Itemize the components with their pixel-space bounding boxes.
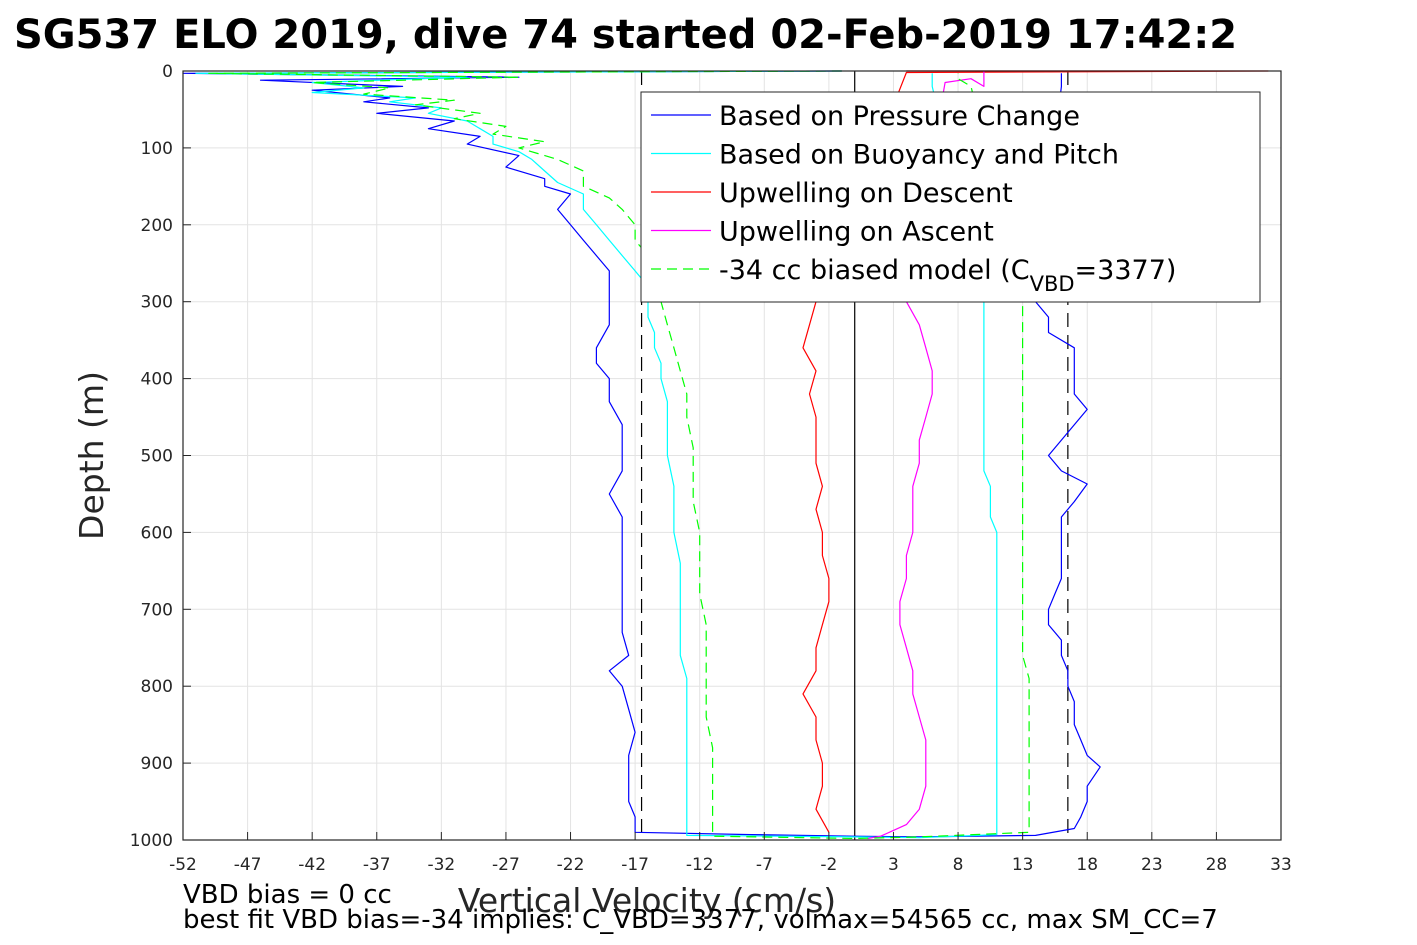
x-tick-labels: -52 -47 -42 -37 -32 -27 -22 -17 -12 -7 -2 3 8 13 18 23 2… — [169, 832, 1292, 875]
y-tick-label: 300 — [141, 293, 173, 313]
x-tick-label: -32 — [427, 855, 455, 875]
y-tick-label: 800 — [141, 677, 173, 697]
chart-title: SG537 ELO 2019, dive 74 started 02-Feb-2… — [14, 12, 1237, 58]
y-tick-labels: 0 100 200 300 400 500 600 700 800 900 1000 — [130, 62, 191, 851]
series-line — [867, 71, 985, 840]
x-tick-label: -52 — [169, 855, 197, 875]
x-tick-label: -47 — [234, 855, 262, 875]
y-tick-label: 0 — [162, 62, 173, 82]
series-layer — [182, 70, 1269, 840]
x-tick-label: 3 — [888, 855, 899, 875]
x-tick-label: -7 — [756, 855, 773, 875]
series-line — [802, 70, 1269, 833]
y-tick-label: 100 — [141, 139, 173, 159]
x-tick-label: 28 — [1206, 855, 1228, 875]
x-tick-label: 13 — [1012, 855, 1034, 875]
y-tick-label: 200 — [141, 216, 173, 236]
legend-label: Upwelling on Descent — [719, 178, 1013, 209]
x-tick-label: -42 — [298, 855, 326, 875]
y-tick-label: 1000 — [130, 831, 173, 851]
x-tick-label: -12 — [686, 855, 714, 875]
x-tick-label: 8 — [953, 855, 964, 875]
series-line — [208, 70, 1030, 840]
legend: Based on Pressure Change Based on Buoyanc… — [640, 91, 1261, 303]
x-tick-label: -22 — [557, 855, 585, 875]
x-tick-label: -37 — [363, 855, 391, 875]
legend-box — [640, 91, 1261, 303]
x-tick-label: -2 — [820, 855, 837, 875]
x-tick-label: -17 — [621, 855, 649, 875]
legend-label: Based on Buoyancy and Pitch — [719, 140, 1119, 171]
y-axis-label: Depth (m) — [72, 371, 111, 540]
legend-label: Based on Pressure Change — [719, 101, 1080, 132]
best-fit-note: best fit VBD bias=-34 implies: C_VBD=337… — [183, 905, 1218, 935]
series-line — [182, 70, 1101, 838]
series-line — [195, 70, 998, 839]
legend-label: Upwelling on Ascent — [719, 217, 994, 248]
y-tick-label: 900 — [141, 754, 173, 774]
x-tick-label: 23 — [1141, 855, 1163, 875]
legend-suffix: =3377) — [1075, 255, 1177, 286]
x-axis-label: Vertical Velocity (cm/s) — [458, 881, 836, 920]
legend-subscript: VBD — [1030, 272, 1075, 296]
x-tick-label: 33 — [1270, 855, 1292, 875]
y-tick-label: 400 — [141, 370, 173, 390]
vbd-bias-note: VBD bias = 0 cc — [183, 880, 392, 910]
x-tick-label: 18 — [1076, 855, 1098, 875]
y-tick-label: 500 — [141, 447, 173, 467]
y-tick-label: 700 — [141, 600, 173, 620]
y-tick-label: 600 — [141, 523, 173, 543]
x-tick-label: -27 — [492, 855, 520, 875]
